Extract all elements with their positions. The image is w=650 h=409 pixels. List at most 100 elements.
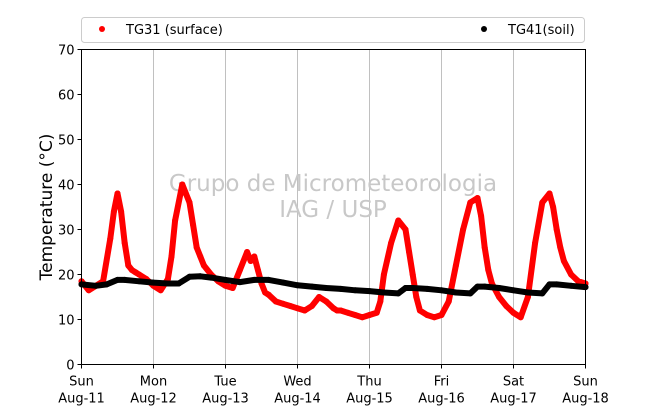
data-point	[237, 267, 243, 273]
data-point	[550, 204, 556, 210]
data-point	[446, 299, 452, 305]
y-tick-label: 0	[66, 359, 74, 374]
data-point	[197, 273, 203, 279]
data-point	[158, 287, 164, 293]
x-tick-label-day: Fri	[434, 375, 450, 390]
data-point	[230, 285, 236, 291]
data-point	[251, 254, 257, 260]
data-point	[568, 272, 574, 278]
x-tick-label-day: Tue	[213, 375, 236, 390]
data-point	[187, 200, 193, 206]
x-tick-label-date: Aug-15	[346, 392, 393, 407]
data-point	[413, 294, 419, 300]
data-point	[367, 288, 373, 294]
x-axis-ticks: Sun Aug-11 Mon Aug-12 Tue Aug-13 Wed Aug-14 Thu A…	[58, 365, 609, 407]
data-point	[478, 213, 484, 219]
data-point	[172, 218, 178, 224]
legend-label-soil: TG41(soil)	[507, 23, 575, 38]
legend-label-surface: TG31 (surface)	[125, 23, 223, 38]
data-point	[136, 278, 142, 284]
data-point	[345, 310, 351, 316]
y-tick-label: 50	[58, 134, 75, 149]
data-point	[403, 227, 409, 233]
data-point	[561, 258, 567, 264]
data-point	[547, 191, 553, 197]
data-point	[482, 245, 488, 251]
data-point	[287, 303, 293, 309]
x-tick-label-date: Aug-14	[274, 392, 321, 407]
data-point	[467, 290, 473, 296]
data-point	[374, 310, 380, 316]
data-point	[266, 277, 272, 283]
data-point	[176, 281, 182, 287]
data-point	[475, 195, 481, 201]
data-point	[554, 227, 560, 233]
data-point	[460, 227, 466, 233]
data-point	[255, 267, 261, 273]
data-point	[518, 314, 524, 320]
data-point	[453, 290, 459, 296]
data-point	[323, 285, 329, 291]
data-point	[475, 284, 481, 290]
data-point	[532, 240, 538, 246]
data-point	[503, 303, 509, 309]
data-point	[359, 314, 365, 320]
data-point	[539, 290, 545, 296]
data-point	[244, 249, 250, 255]
x-tick-label-day: Sat	[503, 375, 524, 390]
data-point	[453, 263, 459, 269]
x-tick-label-day: Sun	[69, 375, 94, 390]
data-point	[104, 281, 110, 287]
data-point	[395, 218, 401, 224]
x-tick-label-date: Aug-16	[418, 392, 465, 407]
data-point	[280, 301, 286, 307]
y-tick-label: 30	[58, 224, 75, 239]
x-tick-label-day: Sun	[573, 375, 598, 390]
data-point	[266, 292, 272, 298]
data-point	[511, 287, 517, 293]
x-tick-label-date: Aug-17	[490, 392, 537, 407]
y-tick-label: 40	[58, 179, 75, 194]
data-point	[406, 249, 412, 255]
watermark-line-1: Grupo de Micrometeorologia	[169, 171, 497, 197]
data-point	[115, 191, 121, 197]
data-point	[136, 272, 142, 278]
data-point	[223, 283, 229, 289]
data-point	[352, 287, 358, 293]
y-tick-label: 70	[58, 44, 75, 59]
legend-marker-surface	[99, 26, 105, 32]
data-point	[107, 236, 113, 242]
data-point	[511, 310, 517, 316]
data-point	[201, 263, 207, 269]
data-point	[273, 299, 279, 305]
data-point	[280, 280, 286, 286]
data-point	[381, 272, 387, 278]
data-point	[485, 267, 491, 273]
data-point	[316, 294, 322, 300]
data-point	[338, 286, 344, 292]
x-tick-label-day: Thu	[356, 375, 381, 390]
data-point	[302, 308, 308, 314]
data-point	[118, 209, 124, 215]
x-tick-label-day: Mon	[140, 375, 167, 390]
legend: TG31 (surface) TG41(soil)	[82, 18, 585, 43]
x-tick-label-date: Aug-12	[130, 392, 177, 407]
data-point	[367, 312, 373, 318]
data-point	[377, 299, 383, 305]
data-point	[187, 274, 193, 280]
data-point	[496, 294, 502, 300]
y-tick-label: 10	[58, 314, 75, 329]
x-tick-label-day: Wed	[283, 375, 311, 390]
data-point	[190, 222, 196, 228]
x-tick-label-date: Aug-11	[58, 392, 105, 407]
data-point	[539, 200, 545, 206]
data-point	[424, 312, 430, 318]
data-point	[179, 182, 185, 188]
x-tick-label-date: Aug-13	[202, 392, 249, 407]
data-point	[431, 314, 437, 320]
data-point	[557, 245, 563, 251]
data-point	[388, 240, 394, 246]
data-point	[417, 308, 423, 314]
data-point	[439, 312, 445, 318]
